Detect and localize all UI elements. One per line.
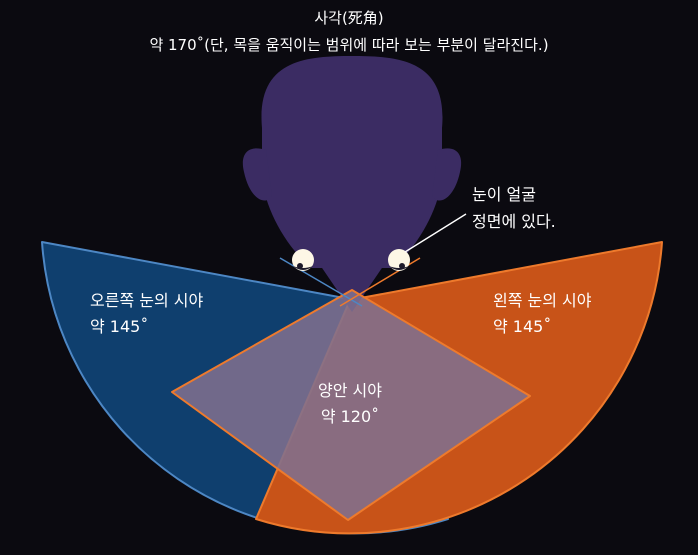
- left-eye-field-name: 왼쪽 눈의 시야: [493, 291, 592, 310]
- blind-spot-title: 사각(死角): [314, 9, 384, 27]
- annotation-line-1: 눈이 얼굴: [472, 185, 536, 204]
- right-eye-field-name: 오른쪽 눈의 시야: [90, 291, 204, 310]
- right-eye-inner-edge: [279, 257, 363, 307]
- right-eye-field-angle: 약 145˚: [90, 317, 149, 336]
- annotation-line-2: 정면에 있다.: [472, 212, 556, 231]
- eye-position-annotation: 눈이 얼굴 정면에 있다.: [472, 181, 556, 235]
- left-eye: [388, 249, 410, 271]
- right-eye-field-label: 오른쪽 눈의 시야 약 145˚: [90, 288, 203, 340]
- binocular-field-angle: 약 120˚: [320, 407, 380, 426]
- binocular-field-sector: [171, 289, 531, 521]
- annotation-leader-line: [404, 213, 467, 253]
- binocular-field-label: 양안 시야 약 120˚: [290, 378, 410, 430]
- left-eye-field-angle: 약 145˚: [493, 317, 552, 336]
- head-silhouette: [242, 56, 462, 312]
- left-eye-field-label: 왼쪽 눈의 시야 약 145˚: [493, 288, 592, 340]
- binocular-field-name: 양안 시야: [318, 381, 382, 400]
- blind-spot-subtitle: 약 170˚(단, 목을 움직이는 범위에 따라 보는 부분이 달라진다.): [149, 36, 549, 54]
- right-eye: [292, 249, 314, 271]
